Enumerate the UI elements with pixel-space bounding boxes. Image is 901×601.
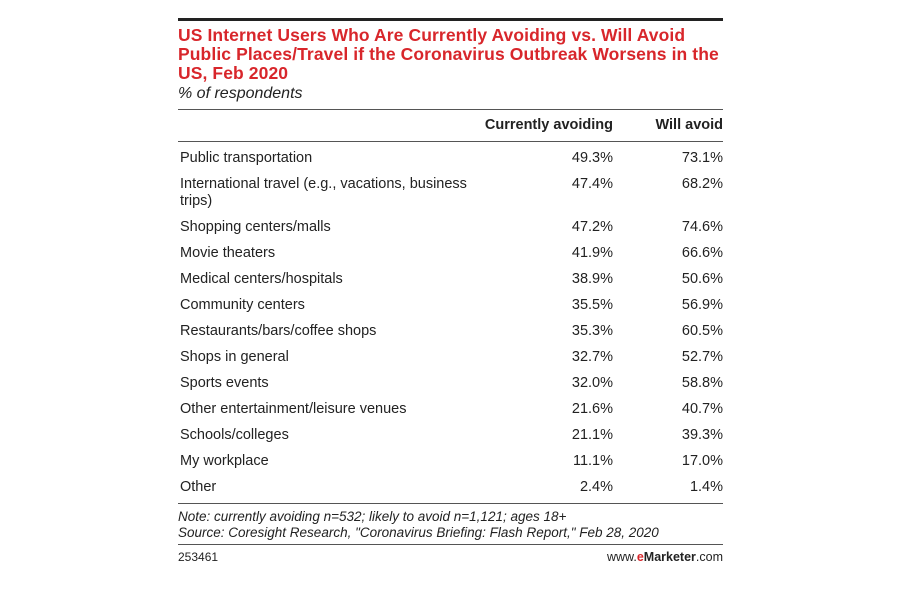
row-label: Shopping centers/malls [180, 219, 331, 235]
column-header-label [178, 110, 468, 142]
table-row: Shopping centers/malls 47.2% 74.6% [178, 215, 723, 241]
table-row: Shops in general 32.7% 52.7% [178, 345, 723, 371]
data-table: Currently avoiding Will avoid Public tra… [178, 110, 723, 501]
brand-name: Marketer [643, 550, 696, 564]
table-row: Other entertainment/leisure venues 21.6% 4… [178, 397, 723, 423]
table-body: Public transportation 49.3% 73.1% Internati… [178, 142, 723, 502]
column-header-currently-avoiding: Currently avoiding [468, 110, 613, 142]
currently-avoiding-value: 32.0% [571, 375, 613, 391]
will-avoid-value: 68.2% [681, 176, 723, 192]
chart-card: US Internet Users Who Are Currently Avoi… [178, 18, 723, 564]
currently-avoiding-value: 32.7% [571, 349, 613, 365]
will-avoid-value: 50.6% [681, 271, 723, 287]
will-avoid-value: 73.1% [681, 150, 723, 166]
row-label: Schools/colleges [180, 427, 289, 443]
row-label: Community centers [180, 297, 305, 313]
row-label: Sports events [180, 375, 269, 391]
currently-avoiding-value: 35.5% [571, 297, 613, 313]
currently-avoiding-value: 35.3% [571, 323, 613, 339]
chart-subtitle: % of respondents [178, 85, 303, 102]
will-avoid-value: 66.6% [681, 245, 723, 261]
row-label: International travel (e.g., vacations, b… [180, 176, 467, 209]
currently-avoiding-value: 38.9% [571, 271, 613, 287]
table-row: Other 2.4% 1.4% [178, 475, 723, 501]
will-avoid-value: 58.8% [681, 375, 723, 391]
currently-avoiding-value: 47.2% [571, 219, 613, 235]
currently-avoiding-value: 49.3% [571, 150, 613, 166]
table-row: My workplace 11.1% 17.0% [178, 449, 723, 475]
chart-title: US Internet Users Who Are Currently Avoi… [178, 25, 719, 83]
currently-avoiding-value: 21.6% [571, 401, 613, 417]
table-row: Movie theaters 41.9% 66.6% [178, 241, 723, 267]
currently-avoiding-value: 47.4% [571, 176, 613, 192]
footer: 253461 www.eMarketer.com [178, 544, 723, 564]
currently-avoiding-value: 2.4% [579, 479, 613, 495]
will-avoid-value: 56.9% [681, 297, 723, 313]
will-avoid-value: 39.3% [681, 427, 723, 443]
top-rule [178, 18, 723, 21]
will-avoid-value: 74.6% [681, 219, 723, 235]
brand-suffix: .com [695, 550, 723, 564]
table-row: Restaurants/bars/coffee shops 35.3% 60.5% [178, 319, 723, 345]
table-row: Medical centers/hospitals 38.9% 50.6% [178, 267, 723, 293]
row-label: Shops in general [180, 349, 289, 365]
notes: Note: currently avoiding n=532; likely t… [178, 503, 723, 540]
source-text: Source: Coresight Research, "Coronavirus… [178, 524, 659, 540]
row-label: Other entertainment/leisure venues [180, 401, 407, 417]
brand-prefix: www. [606, 550, 637, 564]
table-row: Sports events 32.0% 58.8% [178, 371, 723, 397]
header-rule [178, 109, 723, 110]
note-text: Note: currently avoiding n=532; likely t… [178, 509, 567, 524]
currently-avoiding-value: 21.1% [571, 427, 613, 443]
row-label: Public transportation [180, 150, 313, 166]
table-header-row: Currently avoiding Will avoid [178, 110, 723, 142]
row-label: Other [180, 479, 217, 495]
will-avoid-value: 1.4% [689, 479, 723, 495]
table-row: Public transportation 49.3% 73.1% [178, 142, 723, 173]
column-header-will-avoid: Will avoid [613, 110, 723, 142]
brand-e: e [636, 550, 644, 564]
row-label: Medical centers/hospitals [180, 271, 343, 287]
row-label: Restaurants/bars/coffee shops [180, 323, 377, 339]
will-avoid-value: 40.7% [681, 401, 723, 417]
will-avoid-value: 60.5% [681, 323, 723, 339]
table-row: International travel (e.g., vacations, b… [178, 172, 723, 215]
currently-avoiding-value: 41.9% [571, 245, 613, 261]
table-row: Community centers 35.5% 56.9% [178, 293, 723, 319]
table-row: Schools/colleges 21.1% 39.3% [178, 423, 723, 449]
row-label: Movie theaters [180, 245, 276, 261]
row-label: My workplace [180, 453, 269, 469]
will-avoid-value: 17.0% [681, 453, 723, 469]
will-avoid-value: 52.7% [681, 349, 723, 365]
chart-id: 253461 [178, 550, 219, 564]
brand-logo: www.eMarketer.com [607, 550, 723, 564]
currently-avoiding-value: 11.1% [572, 453, 613, 469]
